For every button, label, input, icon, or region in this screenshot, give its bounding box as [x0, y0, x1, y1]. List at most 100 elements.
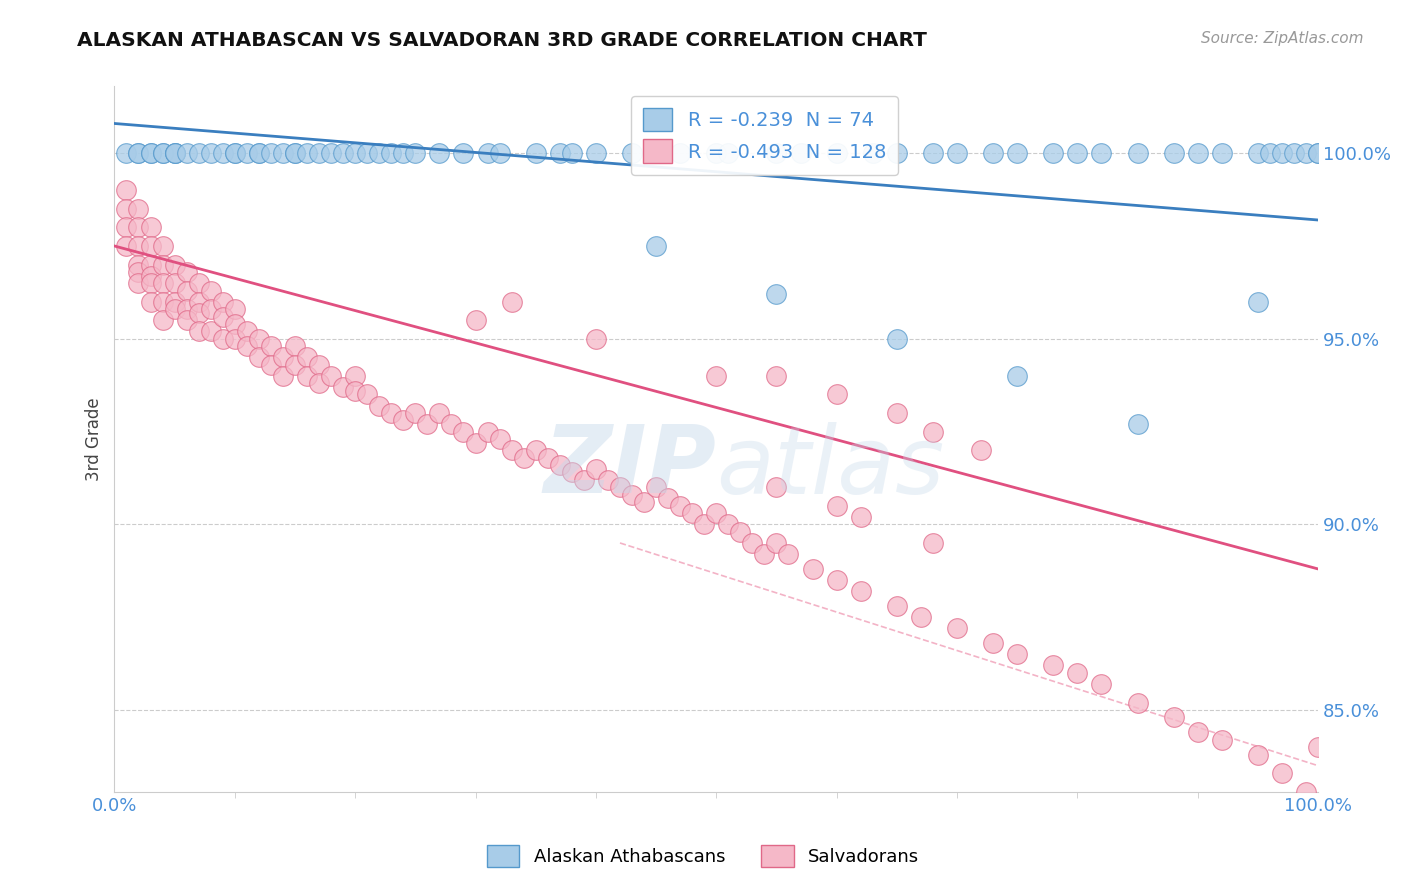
- Point: [1187, 146, 1209, 161]
- Point: [645, 480, 668, 494]
- Point: [224, 302, 246, 317]
- Point: [211, 332, 233, 346]
- Point: [862, 146, 884, 161]
- Point: [247, 146, 270, 161]
- Legend: R = -0.239  N = 74, R = -0.493  N = 128: R = -0.239 N = 74, R = -0.493 N = 128: [631, 96, 897, 175]
- Point: [1187, 725, 1209, 739]
- Point: [224, 146, 246, 161]
- Point: [922, 425, 945, 439]
- Point: [152, 146, 174, 161]
- Point: [754, 547, 776, 561]
- Point: [669, 499, 692, 513]
- Point: [115, 146, 138, 161]
- Point: [163, 294, 186, 309]
- Point: [152, 276, 174, 290]
- Point: [946, 146, 969, 161]
- Point: [224, 146, 246, 161]
- Point: [1247, 294, 1270, 309]
- Point: [548, 146, 571, 161]
- Point: [765, 368, 787, 383]
- Point: [765, 146, 787, 161]
- Point: [453, 425, 475, 439]
- Point: [271, 146, 294, 161]
- Point: [1247, 747, 1270, 762]
- Point: [596, 473, 619, 487]
- Point: [247, 351, 270, 365]
- Point: [501, 294, 523, 309]
- Point: [1005, 648, 1028, 662]
- Point: [284, 339, 307, 353]
- Point: [236, 339, 259, 353]
- Point: [332, 146, 354, 161]
- Point: [1271, 146, 1294, 161]
- Point: [127, 146, 149, 161]
- Point: [368, 146, 391, 161]
- Point: [187, 294, 209, 309]
- Point: [464, 435, 486, 450]
- Point: [200, 302, 222, 317]
- Point: [1126, 696, 1149, 710]
- Point: [127, 258, 149, 272]
- Point: [247, 332, 270, 346]
- Point: [139, 258, 162, 272]
- Point: [524, 146, 547, 161]
- Point: [429, 146, 451, 161]
- Point: [187, 306, 209, 320]
- Point: [368, 399, 391, 413]
- Point: [488, 432, 510, 446]
- Point: [139, 239, 162, 253]
- Point: [704, 368, 727, 383]
- Point: [127, 202, 149, 216]
- Point: [319, 146, 342, 161]
- Point: [127, 146, 149, 161]
- Point: [585, 461, 607, 475]
- Point: [488, 146, 510, 161]
- Point: [1066, 665, 1088, 680]
- Point: [548, 458, 571, 472]
- Point: [1005, 368, 1028, 383]
- Point: [765, 287, 787, 301]
- Point: [284, 358, 307, 372]
- Point: [669, 146, 692, 161]
- Point: [681, 506, 703, 520]
- Y-axis label: 3rd Grade: 3rd Grade: [86, 397, 103, 481]
- Point: [501, 443, 523, 458]
- Point: [163, 146, 186, 161]
- Point: [115, 183, 138, 197]
- Point: [392, 146, 415, 161]
- Point: [211, 146, 233, 161]
- Point: [404, 406, 426, 420]
- Point: [176, 284, 198, 298]
- Point: [127, 265, 149, 279]
- Point: [922, 536, 945, 550]
- Point: [886, 146, 908, 161]
- Point: [211, 294, 233, 309]
- Point: [1247, 146, 1270, 161]
- Point: [260, 146, 283, 161]
- Point: [152, 239, 174, 253]
- Point: [295, 351, 318, 365]
- Point: [825, 573, 848, 587]
- Point: [284, 146, 307, 161]
- Point: [295, 146, 318, 161]
- Point: [453, 146, 475, 161]
- Point: [1090, 146, 1112, 161]
- Point: [765, 536, 787, 550]
- Point: [1163, 710, 1185, 724]
- Point: [825, 499, 848, 513]
- Point: [704, 146, 727, 161]
- Point: [1258, 146, 1281, 161]
- Point: [236, 324, 259, 338]
- Point: [176, 146, 198, 161]
- Point: [163, 146, 186, 161]
- Point: [789, 146, 811, 161]
- Point: [236, 146, 259, 161]
- Point: [200, 284, 222, 298]
- Text: ALASKAN ATHABASCAN VS SALVADORAN 3RD GRADE CORRELATION CHART: ALASKAN ATHABASCAN VS SALVADORAN 3RD GRA…: [77, 31, 927, 50]
- Point: [163, 146, 186, 161]
- Point: [1042, 658, 1064, 673]
- Point: [1090, 677, 1112, 691]
- Point: [176, 313, 198, 327]
- Point: [849, 510, 872, 524]
- Point: [741, 536, 763, 550]
